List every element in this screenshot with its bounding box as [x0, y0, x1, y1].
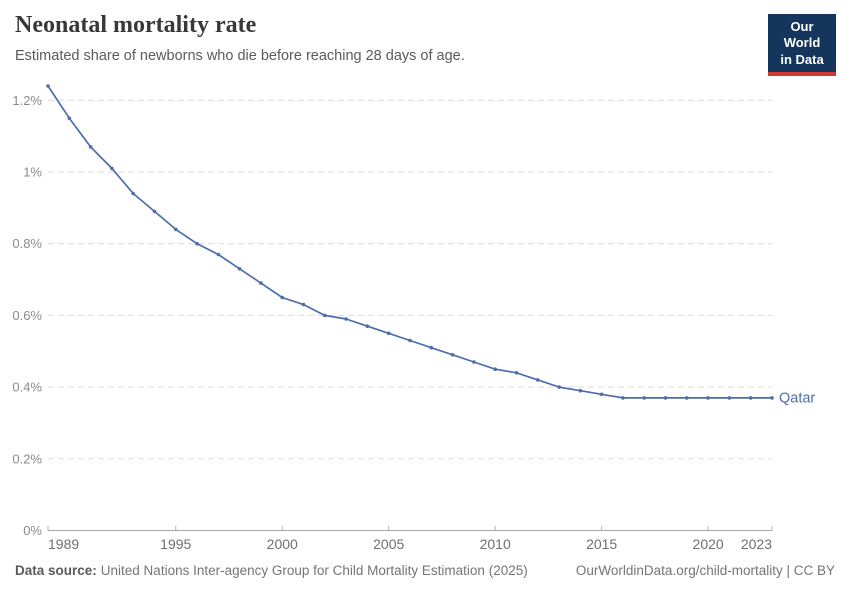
chart-subtitle: Estimated share of newborns who die befo… — [15, 47, 465, 64]
owid-logo-line2: in Data — [780, 51, 824, 67]
series-markers — [46, 84, 774, 400]
attribution-link[interactable]: OurWorldinData.org/child-mortality | CC … — [575, 563, 835, 578]
x-tick-label: 1995 — [160, 536, 191, 552]
y-tick-label: 1.2% — [12, 93, 42, 108]
chart-footer: Data source: United Nations Inter-agency … — [15, 563, 835, 578]
x-axis-labels: 1989 1995 2000 2005 2010 2015 2020 2023 — [48, 536, 772, 552]
x-tick-label: 2000 — [267, 536, 298, 552]
owid-logo-line1: Our World — [783, 19, 821, 51]
data-source: Data source: United Nations Inter-agency … — [15, 563, 528, 578]
y-axis-labels: 0% 0.2% 0.4% 0.6% 0.8% 1% 1.2% — [12, 93, 42, 538]
series-line-qatar — [47, 85, 773, 399]
y-tick-label: 0.4% — [12, 380, 42, 395]
x-tick-label: 1989 — [48, 536, 79, 552]
x-tick-label: 2010 — [480, 536, 511, 552]
chart-header: Neonatal mortality rate Estimated share … — [15, 12, 750, 65]
x-tick-label: 2005 — [373, 536, 404, 552]
y-tick-label: 0.8% — [12, 236, 42, 251]
data-source-text: United Nations Inter-agency Group for Ch… — [100, 563, 528, 578]
data-source-label: Data source: — [15, 563, 97, 578]
x-tick-label: 2020 — [693, 536, 724, 552]
x-tick-label: 2015 — [586, 536, 617, 552]
owid-logo[interactable]: Our World in Data — [768, 14, 836, 76]
gridlines — [48, 99, 772, 460]
series-end-label: Qatar — [779, 390, 815, 406]
x-tick-label: 2023 — [741, 536, 772, 552]
y-tick-label: 0% — [23, 523, 42, 538]
y-tick-label: 1% — [23, 165, 42, 180]
y-tick-label: 0.2% — [12, 451, 42, 466]
page-title: Neonatal mortality rate — [15, 12, 257, 38]
y-tick-label: 0.6% — [12, 308, 42, 323]
x-axis-ticks — [47, 526, 773, 531]
